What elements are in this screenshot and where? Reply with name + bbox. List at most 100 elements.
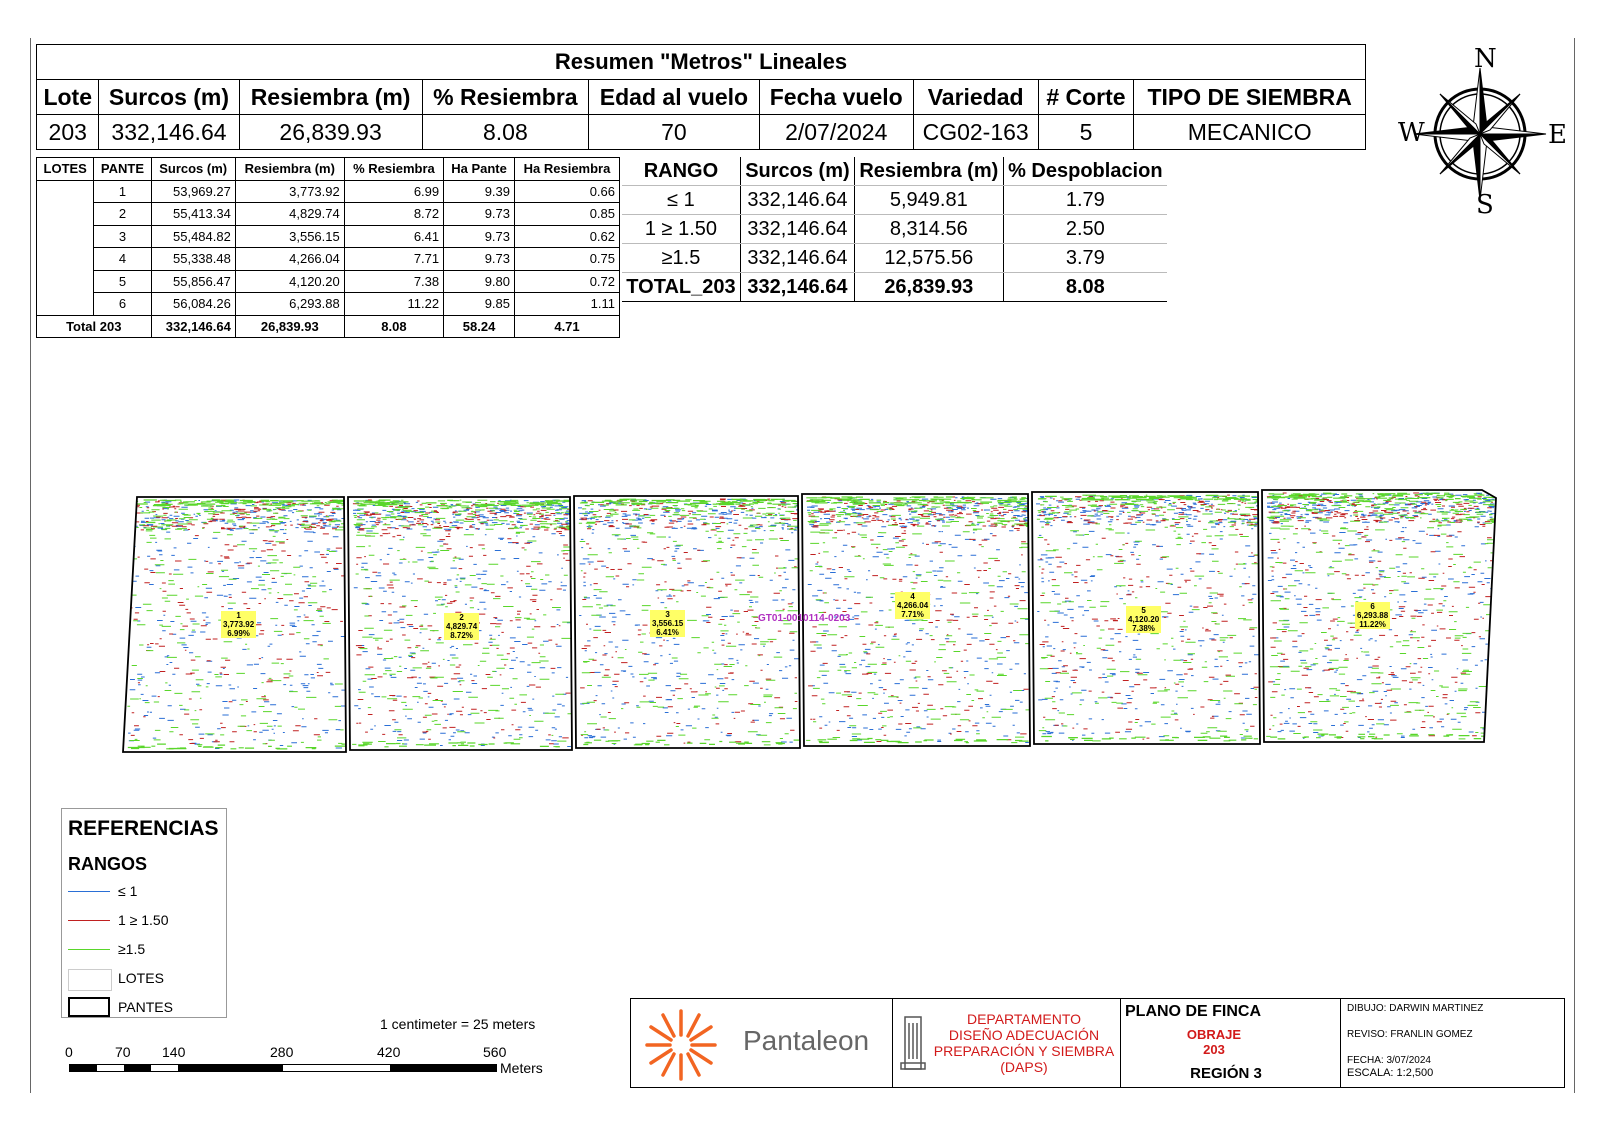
rango-header: % Despoblacion [1003, 157, 1167, 186]
escala: ESCALA: 1:2,500 [1347, 1067, 1434, 1079]
legend-lotes: LOTES [118, 970, 164, 986]
legend-pantes-swatch [68, 997, 110, 1017]
table-cell: 5,949.81 [854, 185, 1004, 215]
pante-4-seed-gaps [806, 496, 1030, 744]
dept-line: DEPARTAMENTO [966, 1011, 1082, 1027]
summary-value-corte: 5 [1037, 114, 1135, 150]
summary-header-surcos: Surcos (m) [98, 79, 240, 115]
table-cell: 0.72 [514, 269, 620, 293]
edge-fringe [127, 499, 346, 750]
brand-name: Pantaleon [743, 1025, 870, 1056]
pante-label-id: 5 [1141, 606, 1146, 615]
summary-value-variedad: CG02-163 [912, 114, 1039, 150]
summary-value-surcos: 332,146.64 [98, 114, 240, 150]
summary-value-resiembra: 26,839.93 [238, 114, 423, 150]
dibujo: DIBUJO: DARWIN MARTINEZ [1347, 1003, 1484, 1014]
pante-label-resiembra: 4,829.74 [446, 622, 478, 631]
scale-tick: 560 [483, 1044, 507, 1060]
table-row: ≤ 1 332,146.64 5,949.81 1.79 [622, 185, 1167, 215]
scale-tick: 420 [377, 1044, 401, 1060]
plano-cell: PLANO DE FINCA OBRAJE 203 REGIÓN 3 [1121, 999, 1341, 1087]
table-cell: 332,146.64 [740, 272, 855, 302]
credits-cell: DIBUJO: DARWIN MARTINEZ REVISO: FRANLIN … [1341, 999, 1566, 1087]
edge-fringe [353, 499, 572, 748]
pante-label: 6 6,293.88 11.22% [1355, 602, 1391, 629]
table-row: 1 53,969.27 3,773.92 6.99 9.39 0.66 [35, 179, 620, 316]
table-cell: 3.79 [1003, 243, 1167, 273]
scale-ratio: 1 centimeter = 25 meters [380, 1016, 536, 1032]
lotes-header: PANTE [93, 157, 152, 181]
lotes-header: Ha Resiembra [514, 157, 620, 181]
table-cell: 6.99 [343, 179, 445, 203]
table-row: 5 55,856.47 4,120.20 7.38 9.80 0.72 [37, 269, 620, 293]
table-cell: 1.79 [1003, 185, 1167, 215]
summary-value-tipo: MECANICO [1133, 114, 1366, 150]
table-cell: 8.08 [1003, 272, 1167, 302]
table-cell: 9.80 [443, 269, 515, 293]
pante-label-resiembra: 3,773.92 [223, 620, 255, 629]
edge-fringe [806, 496, 1029, 744]
lotes-cell-empty [35, 179, 95, 316]
legend-item-mid: 1 ≥ 1.50 [118, 912, 169, 928]
summary-header-lote: Lote [35, 79, 100, 115]
pante-1-seed-gaps [127, 499, 346, 750]
table-row: ≥1.5 332,146.64 12,575.56 3.79 [622, 243, 1167, 273]
pante-label: 4 4,266.04 7.71% [895, 592, 931, 619]
legend-item-low: ≤ 1 [118, 883, 138, 899]
legend-line-high [68, 949, 110, 950]
pante-label-pct: 11.22% [1359, 620, 1386, 629]
table-cell: ≤ 1 [622, 185, 741, 215]
legend-subtitle: RANGOS [68, 854, 148, 874]
pante-5-seed-gaps [1036, 494, 1260, 742]
range-mid-marks [1266, 492, 1494, 738]
table-cell: 9.39 [443, 179, 515, 203]
pante-label-id: 1 [236, 611, 241, 620]
table-cell: 26,839.93 [854, 272, 1004, 302]
pante-label: 5 4,120.20 7.38% [1126, 606, 1162, 633]
pante-label-id: 4 [910, 592, 915, 601]
table-cell: 6.41 [343, 224, 445, 248]
table-cell: Total 203 [36, 314, 152, 338]
pante-outline [1031, 491, 1261, 745]
summary-header-fecha: Fecha vuelo [758, 79, 914, 115]
pante-outline [122, 496, 347, 753]
lotes-table: LOTES PANTE Surcos (m) Resiembra (m) % R… [35, 157, 620, 338]
pante-label-pct: 8.72% [450, 631, 473, 640]
table-cell: 0.62 [514, 224, 620, 248]
legend-pantes: PANTES [118, 999, 173, 1015]
pante-label-pct: 7.38% [1132, 624, 1155, 633]
range-high-marks [127, 499, 346, 749]
pante-outline [347, 496, 573, 751]
rango-header: Surcos (m) [740, 157, 855, 186]
range-mid-marks [580, 498, 799, 744]
rango-header: RANGO [622, 157, 741, 186]
lotes-header: % Resiembra [343, 157, 445, 181]
dept-name: DEPARTAMENTO DISEÑO ADECUACIÓN PREPARACI… [929, 1011, 1119, 1075]
compass-rose-icon [1395, 46, 1565, 216]
brand-cell: Pantaleon [631, 999, 893, 1087]
summary-header-resiembra: Resiembra (m) [238, 79, 423, 115]
dept-line: DISEÑO ADECUACIÓN [948, 1027, 1100, 1043]
compass-north: N [1474, 44, 1497, 74]
dept-line: PREPARACIÓN Y SIEMBRA [933, 1043, 1115, 1059]
range-high-marks [806, 496, 1030, 744]
summary-header-pct-resiembra: % Resiembra [421, 79, 590, 115]
fecha: FECHA: 3/07/2024 [1347, 1055, 1431, 1066]
table-cell: 9.73 [443, 202, 515, 226]
pante-label-resiembra: 4,120.20 [1128, 615, 1160, 624]
compass-east: E [1548, 120, 1567, 150]
table-cell: 3,773.92 [234, 179, 345, 203]
finca-name: OBRAJE [1186, 1027, 1242, 1042]
table-row: 1 ≥ 1.50 332,146.64 8,314.56 2.50 [622, 214, 1167, 244]
lote-number: 203 [1203, 1042, 1225, 1057]
legend-lotes-swatch [68, 969, 112, 991]
table-cell: 53,969.27 [150, 179, 236, 203]
table-cell: 8.08 [343, 314, 445, 338]
pantes-layer [122, 489, 1497, 753]
building-icon [899, 1013, 927, 1078]
scale-tick: 140 [162, 1044, 186, 1060]
table-cell: 4,829.74 [234, 202, 345, 226]
edge-fringe [1267, 492, 1496, 740]
table-cell: 0.66 [514, 179, 620, 203]
table-cell: 2.50 [1003, 214, 1167, 244]
